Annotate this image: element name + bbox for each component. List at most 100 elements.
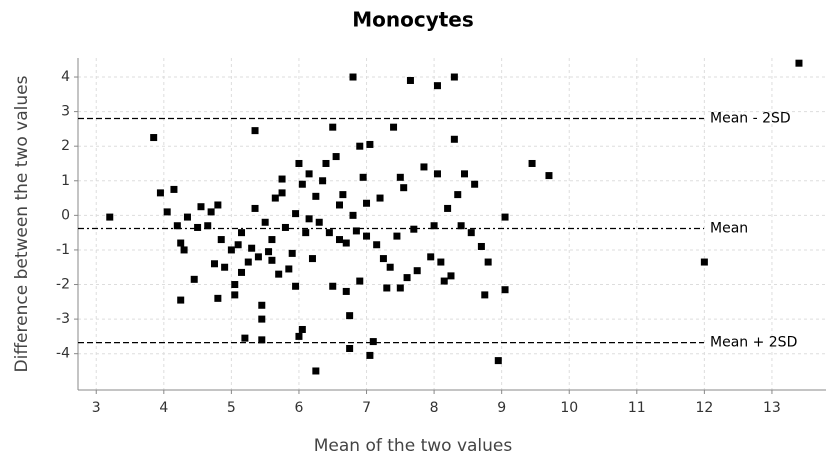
point — [190, 275, 198, 283]
point — [349, 73, 357, 81]
point — [261, 218, 269, 226]
point — [376, 194, 384, 202]
x-tick-label: 3 — [92, 400, 101, 416]
point — [545, 172, 553, 180]
point — [373, 241, 381, 249]
point — [396, 173, 404, 181]
point — [383, 284, 391, 292]
point — [346, 312, 354, 320]
point — [251, 204, 259, 212]
point — [433, 170, 441, 178]
point — [221, 263, 229, 271]
x-tick-label: 9 — [497, 400, 506, 416]
point — [298, 180, 306, 188]
x-tick-label: 12 — [695, 400, 713, 416]
x-tick-label: 6 — [294, 400, 303, 416]
point — [379, 255, 387, 263]
y-tick-label: -3 — [56, 311, 70, 327]
point — [268, 236, 276, 244]
point — [406, 76, 414, 84]
y-tick-label: -1 — [56, 242, 70, 258]
point — [227, 246, 235, 254]
reference-label: Mean — [710, 220, 748, 236]
point — [106, 213, 114, 221]
point — [447, 272, 455, 280]
point — [369, 338, 377, 346]
point — [312, 367, 320, 375]
point — [437, 258, 445, 266]
point — [278, 189, 286, 197]
point — [396, 284, 404, 292]
point — [457, 222, 465, 230]
point — [292, 210, 300, 218]
point — [450, 135, 458, 143]
point — [244, 258, 252, 266]
point — [335, 236, 343, 244]
point — [315, 218, 323, 226]
point — [322, 159, 330, 167]
point — [481, 291, 489, 299]
point — [477, 242, 485, 250]
point — [217, 236, 225, 244]
point — [430, 222, 438, 230]
point — [366, 140, 374, 148]
point — [356, 142, 364, 150]
x-tick-label: 4 — [159, 400, 168, 416]
point — [501, 286, 509, 294]
point — [332, 153, 340, 161]
point — [346, 345, 354, 352]
point — [700, 258, 708, 266]
point — [356, 277, 364, 285]
point — [254, 253, 262, 261]
point — [194, 223, 202, 231]
point — [420, 163, 428, 171]
point — [342, 239, 350, 247]
point — [298, 325, 306, 333]
point — [295, 159, 303, 167]
point — [204, 222, 212, 230]
reference-label: Mean + 2SD — [710, 335, 797, 351]
point — [484, 258, 492, 266]
point — [231, 281, 239, 289]
point — [329, 282, 337, 290]
point — [170, 185, 178, 193]
point — [319, 177, 327, 185]
point — [335, 201, 343, 209]
point — [278, 175, 286, 183]
point — [386, 263, 394, 271]
point — [366, 351, 374, 359]
point — [305, 215, 313, 223]
point — [450, 73, 458, 81]
point — [156, 189, 164, 197]
x-axis-label: Mean of the two values — [314, 436, 513, 456]
point — [494, 357, 502, 365]
y-tick-label: -4 — [56, 346, 70, 362]
point — [183, 213, 191, 221]
point — [400, 184, 408, 192]
point — [528, 159, 536, 167]
point — [177, 239, 185, 247]
point — [180, 246, 188, 254]
y-tick-label: 4 — [61, 69, 70, 85]
point — [444, 204, 452, 212]
x-tick-label: 10 — [560, 400, 578, 416]
point — [268, 256, 276, 264]
x-tick-label: 5 — [227, 400, 236, 416]
x-tick-label: 13 — [763, 400, 781, 416]
point — [363, 199, 371, 207]
point — [501, 213, 509, 221]
point — [177, 296, 185, 304]
chart-title: Monocytes — [352, 8, 474, 32]
point — [329, 123, 337, 131]
point — [210, 260, 218, 268]
point — [471, 180, 479, 188]
point — [461, 170, 469, 178]
point — [197, 203, 205, 211]
point — [234, 241, 242, 249]
point — [359, 173, 367, 181]
point — [214, 201, 222, 209]
y-tick-label: 1 — [61, 173, 70, 189]
point — [390, 123, 398, 131]
y-tick-label: 3 — [61, 104, 70, 120]
